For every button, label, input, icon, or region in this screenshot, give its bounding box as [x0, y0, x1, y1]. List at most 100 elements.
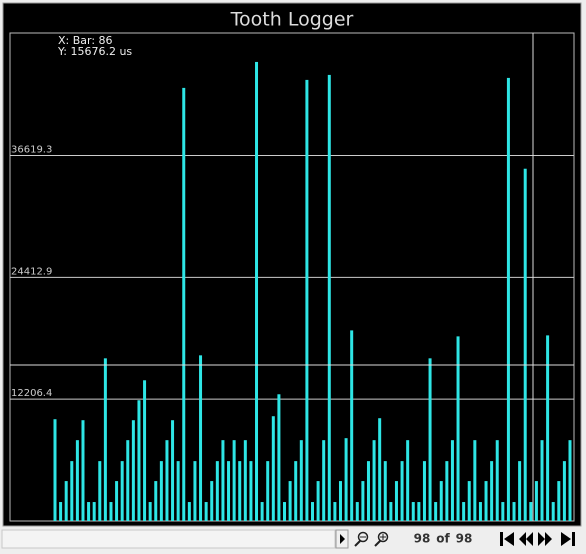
- bar: [143, 380, 147, 521]
- first-page-button[interactable]: [500, 532, 514, 546]
- bar: [562, 461, 566, 521]
- y-tick-label: 24412.9: [11, 266, 52, 277]
- bar: [450, 440, 454, 521]
- bar: [434, 502, 438, 521]
- bar: [439, 481, 443, 521]
- bar: [383, 461, 387, 521]
- bar: [422, 461, 426, 521]
- bar: [266, 461, 270, 521]
- bar: [394, 481, 398, 521]
- bar: [316, 481, 320, 521]
- bar: [277, 394, 281, 521]
- bar: [271, 416, 275, 521]
- plot-area: 12206.4 24412.9 36619.3: [10, 61, 574, 522]
- bar: [338, 481, 342, 521]
- cursor-y-label: Y: 15676.2 us: [57, 45, 132, 58]
- bar: [361, 481, 365, 521]
- bar: [109, 502, 113, 521]
- bar: [87, 502, 91, 521]
- bar: [344, 438, 348, 521]
- bar: [137, 400, 141, 521]
- bar: [165, 440, 169, 521]
- bar: [238, 461, 242, 521]
- bar: [176, 461, 180, 521]
- bar: [327, 74, 331, 521]
- cursor-x-label: X: Bar: 86: [58, 34, 113, 47]
- bar: [260, 502, 264, 521]
- bar: [64, 481, 68, 521]
- bar: [406, 440, 410, 521]
- zoom-in-button[interactable]: [374, 531, 389, 547]
- bar: [120, 461, 124, 521]
- last-page-button[interactable]: [561, 532, 575, 546]
- bar: [243, 440, 247, 521]
- bar: [299, 440, 303, 521]
- bar: [445, 461, 449, 521]
- bar: [467, 481, 471, 521]
- page-current: 98: [414, 532, 431, 546]
- bar: [148, 502, 152, 521]
- bar: [322, 440, 326, 521]
- bar: [411, 502, 415, 521]
- page-total: 98: [456, 532, 473, 546]
- bar: [305, 79, 309, 522]
- scroll-track[interactable]: [1, 529, 336, 549]
- bar: [506, 77, 510, 522]
- bar: [249, 461, 253, 521]
- bar: [199, 355, 203, 521]
- bar: [534, 481, 538, 521]
- bar: [98, 461, 102, 521]
- bar: [462, 502, 466, 521]
- chart-title: Tooth Logger: [230, 9, 354, 31]
- bar: [473, 440, 477, 521]
- bar: [355, 502, 359, 521]
- bar: [378, 418, 382, 521]
- scroll-arrow-icon: [340, 534, 345, 544]
- bar: [417, 502, 421, 521]
- next-page-button[interactable]: [538, 532, 552, 546]
- zoom-out-button[interactable]: [354, 531, 369, 547]
- bar: [154, 481, 158, 521]
- bar: [400, 461, 404, 521]
- bar: [215, 461, 219, 521]
- bar: [456, 336, 460, 521]
- bar: [255, 61, 259, 521]
- bar: [523, 168, 527, 522]
- bar: [210, 481, 214, 521]
- bar: [131, 420, 135, 521]
- bar: [126, 440, 130, 521]
- bar: [540, 440, 544, 521]
- bar: [568, 440, 572, 521]
- previous-page-button[interactable]: [519, 532, 533, 546]
- bar: [478, 502, 482, 521]
- bar: [389, 502, 393, 521]
- bar: [81, 420, 85, 521]
- y-tick-label: 12206.4: [11, 388, 52, 399]
- chart-panel: [2, 2, 582, 527]
- bar: [92, 502, 96, 521]
- bar: [193, 461, 197, 521]
- bar: [428, 358, 432, 521]
- bar: [227, 461, 231, 521]
- y-tick-label: 36619.3: [11, 145, 52, 156]
- bar: [529, 502, 533, 521]
- bar: [333, 502, 337, 521]
- bar: [366, 461, 370, 521]
- bar: [171, 420, 175, 521]
- bar: [518, 461, 522, 521]
- bar: [53, 419, 57, 521]
- bar: [372, 440, 376, 521]
- bar: [512, 502, 516, 521]
- bar: [159, 461, 163, 521]
- bar: [75, 440, 79, 521]
- bar: [546, 335, 550, 521]
- bar: [350, 330, 354, 521]
- bar: [294, 461, 298, 521]
- bar: [288, 481, 292, 521]
- bar: [115, 481, 119, 521]
- bar: [232, 440, 236, 521]
- bar: [495, 440, 499, 521]
- bar: [311, 502, 314, 521]
- bar: [182, 87, 186, 522]
